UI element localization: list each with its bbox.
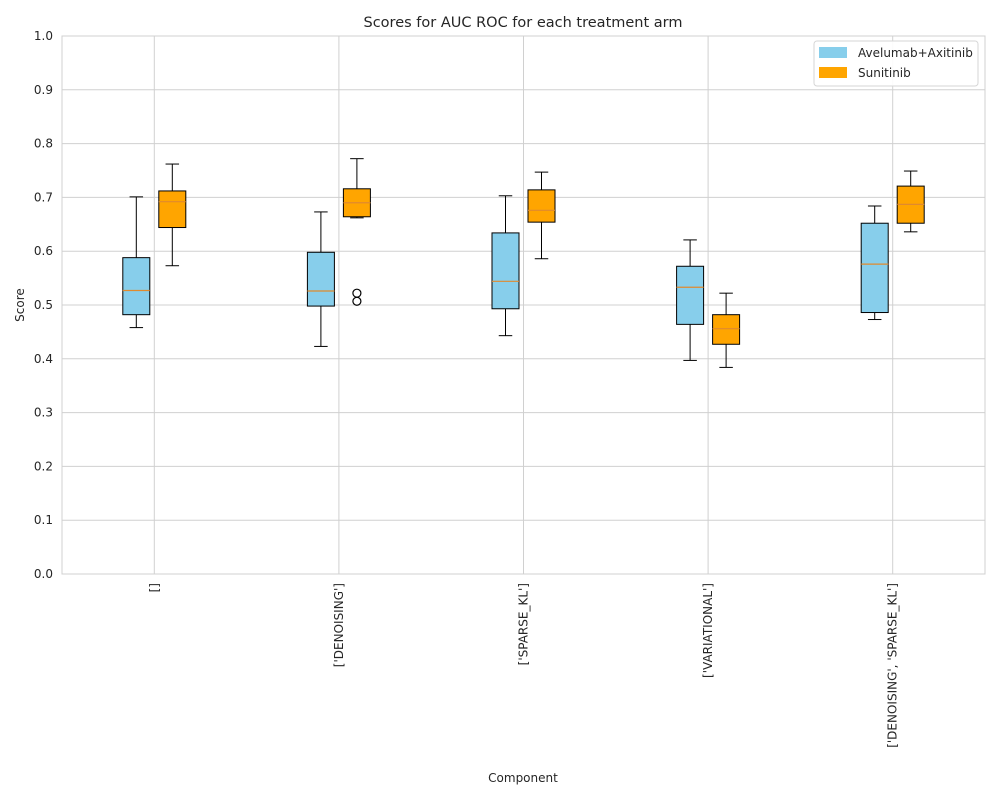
box-iqr bbox=[491, 232, 520, 310]
box-iqr bbox=[158, 190, 187, 229]
legend-label-avelumab-axitinib: Avelumab+Axitinib bbox=[858, 46, 973, 60]
y-tick-label: 0.8 bbox=[34, 137, 53, 151]
box-avelumab-axitinib-1 bbox=[306, 211, 335, 347]
x-tick-label: ['DENOISING', 'SPARSE_KL'] bbox=[886, 583, 900, 748]
x-tick-label: [] bbox=[147, 583, 161, 592]
y-tick-label: 1.0 bbox=[34, 29, 53, 43]
chart-title: Scores for AUC ROC for each treatment ar… bbox=[364, 15, 683, 31]
legend-swatch-sunitinib bbox=[819, 67, 847, 78]
y-tick-label: 0.1 bbox=[34, 513, 53, 527]
box-avelumab-axitinib-3 bbox=[676, 239, 705, 361]
box-avelumab-axitinib-2 bbox=[491, 195, 520, 337]
outlier-point bbox=[352, 296, 362, 306]
y-tick-label: 0.3 bbox=[34, 406, 53, 420]
box-sunitinib-1 bbox=[342, 158, 371, 306]
box-iqr bbox=[712, 314, 741, 345]
y-tick-label: 0.0 bbox=[34, 567, 53, 581]
box-iqr bbox=[527, 189, 556, 223]
box-iqr bbox=[122, 257, 151, 316]
y-tick-label: 0.2 bbox=[34, 459, 53, 473]
box-sunitinib-4 bbox=[896, 170, 925, 233]
x-axis-title: Component bbox=[488, 771, 558, 785]
y-tick-label: 0.4 bbox=[34, 352, 53, 366]
boxes-layer bbox=[122, 158, 925, 368]
box-iqr bbox=[860, 222, 889, 314]
legend: Avelumab+Axitinib Sunitinib bbox=[813, 40, 979, 87]
box-sunitinib-2 bbox=[527, 171, 556, 260]
box-iqr bbox=[306, 251, 335, 307]
box-iqr bbox=[676, 265, 705, 325]
y-tick-label: 0.9 bbox=[34, 83, 53, 97]
box-avelumab-axitinib-0 bbox=[122, 196, 151, 329]
legend-swatch-avelumab-axitinib bbox=[819, 47, 847, 58]
x-tick-label: ['DENOISING'] bbox=[332, 583, 346, 667]
box-sunitinib-0 bbox=[158, 163, 187, 267]
y-axis-title: Score bbox=[13, 288, 27, 322]
legend-label-sunitinib: Sunitinib bbox=[858, 66, 911, 80]
legend-frame bbox=[813, 40, 979, 87]
y-tick-label: 0.5 bbox=[34, 298, 53, 312]
box-sunitinib-3 bbox=[712, 292, 741, 368]
x-tick-label: ['VARIATIONAL'] bbox=[701, 583, 715, 678]
y-tick-labels: 0.0 0.1 0.2 0.3 0.4 0.5 0.6 0.7 0.8 0.9 1.0 bbox=[34, 29, 53, 581]
y-tick-label: 0.6 bbox=[34, 244, 53, 258]
box-avelumab-axitinib-4 bbox=[860, 205, 889, 321]
x-tick-label: ['SPARSE_KL'] bbox=[517, 583, 531, 665]
plot-frame bbox=[61, 35, 986, 575]
x-tick-labels: [] ['DENOISING'] ['SPARSE_KL'] ['VARIATIONA… bbox=[147, 583, 899, 748]
y-tick-label: 0.7 bbox=[34, 190, 53, 204]
